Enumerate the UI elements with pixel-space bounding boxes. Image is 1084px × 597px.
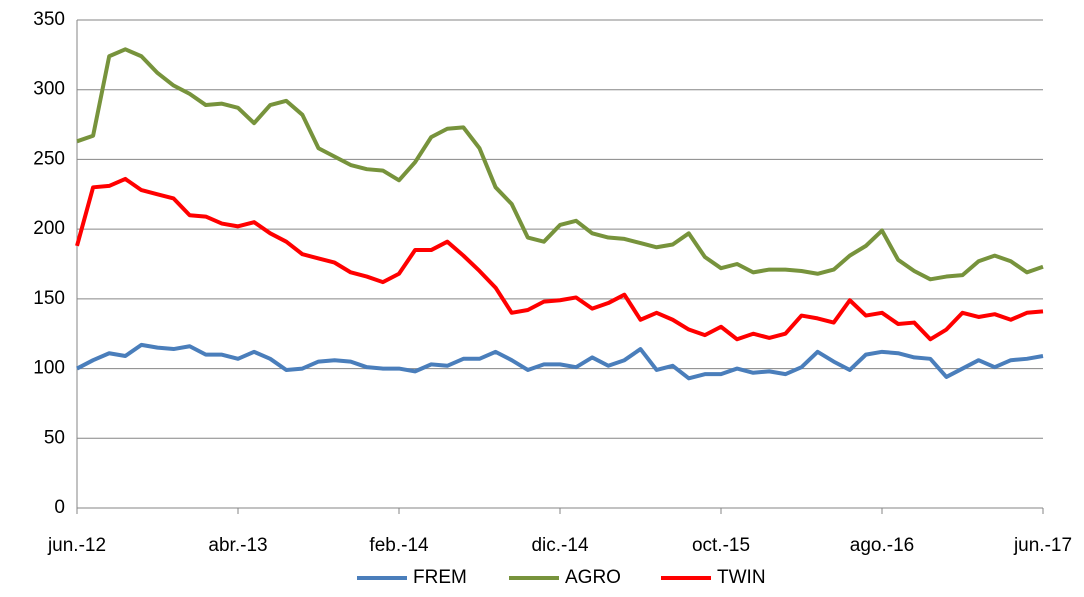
- x-tick-label: ago.-16: [850, 535, 914, 556]
- legend-label: FREM: [413, 567, 467, 588]
- x-tick-label: oct.-15: [692, 535, 750, 556]
- y-tick-label: 100: [33, 358, 65, 379]
- x-tick-label: dic.-14: [531, 535, 588, 556]
- x-tick-label: feb.-14: [369, 535, 429, 556]
- y-tick-label: 0: [54, 497, 65, 518]
- series-line: [75, 176, 1044, 342]
- y-tick-label: 200: [33, 218, 65, 239]
- series-line: [76, 47, 1044, 282]
- legend-label: TWIN: [717, 567, 766, 588]
- x-tick-label: jun.-12: [47, 535, 106, 556]
- legend-label: AGRO: [565, 567, 621, 588]
- series-line: [76, 342, 1044, 381]
- y-tick-label: 50: [44, 427, 65, 448]
- y-tick-label: 150: [33, 288, 65, 309]
- x-tick-label: abr.-13: [208, 535, 267, 556]
- y-tick-label: 350: [33, 9, 65, 30]
- y-tick-label: 250: [33, 148, 65, 169]
- y-tick-label: 300: [33, 79, 65, 100]
- x-tick-label: jun.-17: [1013, 535, 1072, 556]
